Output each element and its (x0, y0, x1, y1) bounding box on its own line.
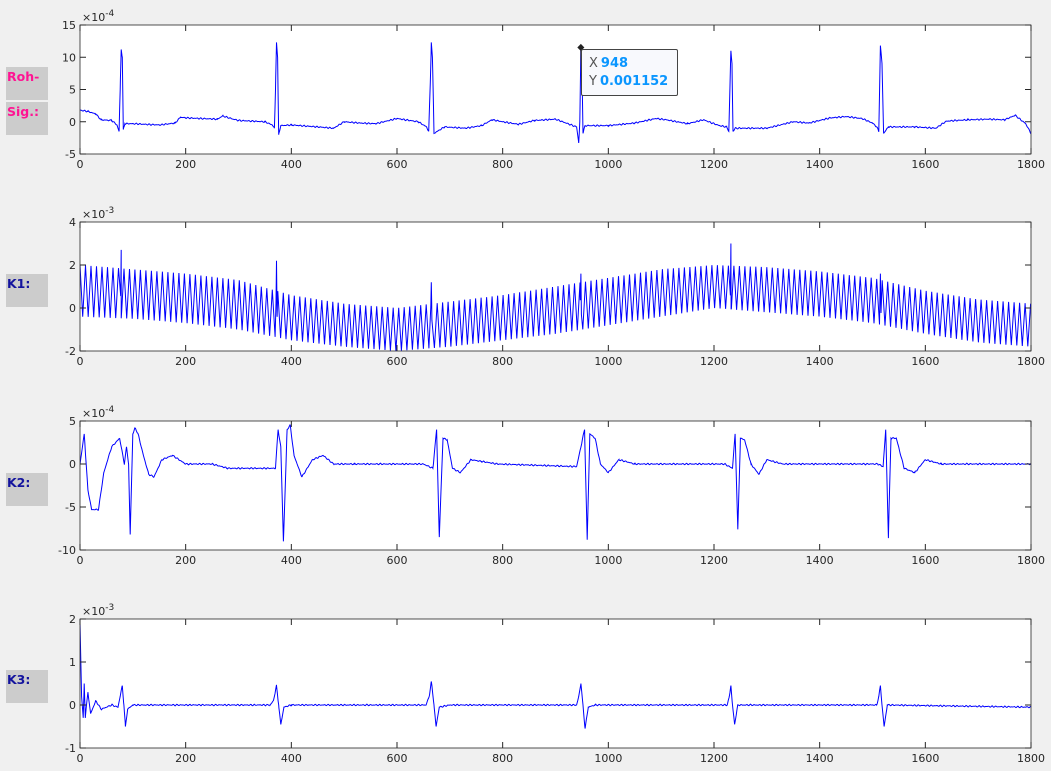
y-tick-label: -5 (65, 501, 76, 514)
axes-K2[interactable]: 0 200 400 600 800 1000 1200 1400 1600 1800 -10 -5 0 5… (58, 405, 1045, 567)
x-tick-label: 400 (281, 752, 302, 765)
x-tick-label: 1200 (700, 355, 728, 368)
x-tick-label: 1600 (911, 554, 939, 567)
x-tick-label: 400 (281, 158, 302, 171)
y-tick-label: 0 (69, 699, 76, 712)
y-tick-label: 15 (62, 19, 76, 32)
x-tick-label: 1000 (594, 355, 622, 368)
datatip-x-value: 948 (600, 56, 629, 71)
raw-signal-label-1: Roh- (6, 67, 48, 100)
x-tick-label: 0 (77, 355, 84, 368)
x-tick-label: 0 (77, 554, 84, 567)
x-tick-label: 1800 (1017, 752, 1045, 765)
x-tick-label: 400 (281, 355, 302, 368)
y-tick-label: -2 (65, 345, 76, 358)
exponent-power: -3 (105, 206, 114, 216)
k1-label: K1: (6, 274, 48, 307)
datatip-y-label: Y (589, 74, 597, 89)
plot-area (80, 421, 1031, 550)
x-tick-label: 0 (77, 752, 84, 765)
x-tick-label: 1200 (700, 554, 728, 567)
x-tick-label: 1400 (806, 158, 834, 171)
y-tick-label: -10 (58, 544, 76, 557)
x-tick-label: 600 (387, 554, 408, 567)
y-exponent-label: ×10-4 (82, 405, 114, 420)
x-tick-label: 1600 (911, 158, 939, 171)
y-tick-label: 2 (69, 613, 76, 626)
x-tick-label: 1400 (806, 554, 834, 567)
y-exponent-label: ×10-4 (82, 9, 114, 24)
exponent-base: ×10 (82, 407, 105, 420)
exponent-power: -3 (105, 603, 114, 613)
x-tick-label: 800 (492, 554, 513, 567)
x-tick-label: 1600 (911, 752, 939, 765)
plot-area (80, 25, 1031, 154)
x-tick-label: 800 (492, 158, 513, 171)
exponent-power: -4 (105, 405, 114, 415)
x-tick-label: 1200 (700, 158, 728, 171)
x-tick-label: 200 (175, 752, 196, 765)
exponent-power: -4 (105, 9, 114, 19)
axes-K3[interactable]: 0 200 400 600 800 1000 1200 1400 1600 1800-1012×1… (65, 603, 1045, 765)
x-tick-label: 200 (175, 158, 196, 171)
y-tick-label: 2 (69, 259, 76, 272)
x-tick-label: 0 (77, 158, 84, 171)
y-tick-label: 5 (69, 84, 76, 97)
x-tick-label: 800 (492, 752, 513, 765)
series-line-K2[interactable] (80, 423, 1031, 542)
x-tick-label: 600 (387, 752, 408, 765)
x-tick-label: 600 (387, 355, 408, 368)
y-tick-label: 10 (62, 51, 76, 64)
series-line-raw[interactable] (80, 42, 1031, 144)
datatip[interactable]: X 948 Y 0.001152 (581, 49, 678, 96)
k2-label: K2: (6, 473, 48, 506)
x-tick-label: 1200 (700, 752, 728, 765)
y-exponent-label: ×10-3 (82, 603, 114, 618)
x-tick-label: 400 (281, 554, 302, 567)
y-tick-label: -1 (65, 742, 76, 755)
exponent-base: ×10 (82, 11, 105, 24)
axes-box (79, 420, 1032, 551)
y-exponent-label: ×10-3 (82, 206, 114, 221)
datatip-x-label: X (589, 56, 598, 71)
y-tick-label: 0 (69, 302, 76, 315)
exponent-base: ×10 (82, 605, 105, 618)
y-tick-label: 5 (69, 415, 76, 428)
raw-signal-label-2: Sig.: (6, 102, 48, 135)
y-tick-label: 1 (69, 656, 76, 669)
series-line-K3[interactable] (80, 623, 1031, 729)
axes-box (79, 221, 1032, 352)
x-tick-label: 1800 (1017, 158, 1045, 171)
axes-K1[interactable]: 0 200 400 600 800 1000 1200 1400 1600 1800-2024×1… (65, 206, 1045, 368)
k3-label: K3: (6, 670, 48, 703)
x-tick-label: 1800 (1017, 355, 1045, 368)
x-tick-label: 1400 (806, 752, 834, 765)
y-tick-label: 4 (69, 216, 76, 229)
series-line-K1[interactable] (80, 243, 1031, 351)
datatip-y-value: 0.001152 (599, 74, 669, 89)
exponent-base: ×10 (82, 208, 105, 221)
x-tick-label: 1000 (594, 158, 622, 171)
x-tick-label: 1800 (1017, 554, 1045, 567)
plot-area (80, 619, 1031, 748)
x-tick-label: 800 (492, 355, 513, 368)
axes-box (79, 618, 1032, 749)
y-tick-label: 0 (69, 458, 76, 471)
x-tick-label: 200 (175, 355, 196, 368)
x-tick-label: 1600 (911, 355, 939, 368)
x-tick-label: 1400 (806, 355, 834, 368)
axes-raw[interactable]: 0 200 400 600 800 1000 1200 1400 1600 1800-505101… (62, 9, 1045, 171)
x-tick-label: 200 (175, 554, 196, 567)
x-tick-label: 600 (387, 158, 408, 171)
x-tick-label: 1000 (594, 752, 622, 765)
y-tick-label: 0 (69, 116, 76, 129)
x-tick-label: 1000 (594, 554, 622, 567)
y-tick-label: -5 (65, 148, 76, 161)
